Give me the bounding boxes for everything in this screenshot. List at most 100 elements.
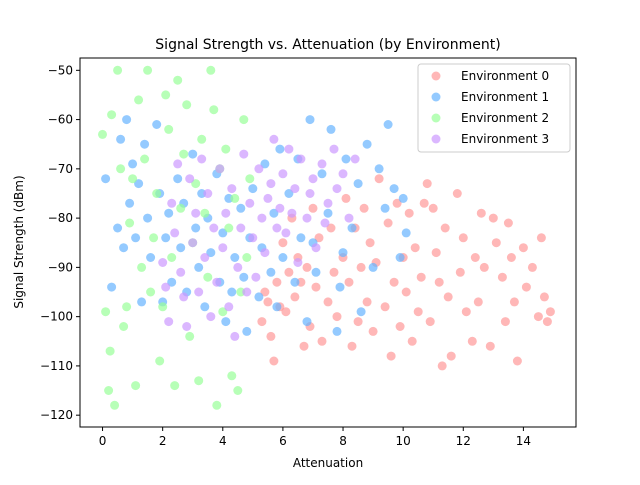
data-point-env-0 [434, 277, 444, 287]
data-point-env-3 [305, 189, 315, 198]
data-point-env-1 [362, 139, 372, 149]
data-point-env-3 [269, 134, 279, 144]
data-point-env-1 [236, 203, 246, 213]
data-point-env-2 [131, 381, 141, 391]
data-point-env-0 [518, 243, 528, 253]
data-point-env-0 [308, 203, 318, 213]
data-point-env-0 [503, 218, 513, 228]
data-point-env-1 [260, 159, 270, 169]
data-point-env-2 [161, 90, 171, 100]
data-point-env-3 [302, 213, 312, 223]
data-point-env-0 [506, 253, 516, 262]
data-point-env-0 [410, 243, 420, 253]
data-point-env-2 [182, 100, 192, 110]
data-point-env-0 [545, 307, 555, 317]
data-point-env-0 [311, 282, 321, 292]
data-point-env-2 [125, 218, 135, 228]
data-point-env-1 [332, 326, 342, 336]
data-point-env-0 [527, 262, 537, 272]
data-point-env-2 [218, 307, 228, 317]
data-point-env-1 [161, 233, 171, 243]
data-point-env-3 [254, 164, 264, 174]
data-point-env-1 [248, 184, 258, 194]
x-axis-label: Attenuation [293, 456, 363, 470]
data-point-env-1 [131, 233, 141, 243]
data-point-env-1 [194, 262, 204, 272]
data-point-env-2 [116, 164, 126, 174]
data-point-env-0 [290, 292, 300, 302]
data-point-env-0 [302, 262, 312, 272]
data-point-env-0 [437, 361, 447, 371]
data-point-env-0 [374, 174, 384, 184]
data-point-env-0 [347, 341, 357, 351]
data-point-env-1 [122, 115, 132, 125]
data-point-env-1 [200, 302, 210, 312]
data-point-env-3 [233, 262, 243, 272]
data-point-env-1 [116, 134, 126, 144]
data-point-env-1 [221, 317, 231, 327]
data-point-env-2 [167, 253, 177, 262]
data-point-env-2 [200, 208, 210, 218]
legend-box [417, 63, 571, 153]
data-point-env-2 [155, 356, 165, 366]
data-point-env-2 [242, 253, 252, 262]
data-point-env-3 [224, 302, 234, 312]
data-point-env-0 [263, 297, 273, 307]
data-point-env-0 [299, 341, 309, 351]
data-point-env-3 [260, 248, 270, 258]
data-point-env-0 [443, 292, 453, 302]
data-point-env-0 [386, 351, 396, 361]
data-point-env-0 [458, 233, 468, 243]
data-point-env-0 [461, 307, 471, 317]
data-point-env-1 [134, 179, 144, 189]
data-point-env-2 [230, 193, 240, 203]
data-point-env-1 [242, 326, 252, 336]
data-point-env-0 [356, 262, 366, 272]
data-point-env-0 [323, 297, 333, 307]
data-point-env-1 [356, 307, 366, 317]
data-point-env-2 [113, 65, 123, 75]
data-point-env-3 [206, 312, 216, 322]
data-point-env-3 [329, 144, 339, 154]
data-point-env-3 [350, 154, 360, 164]
data-point-env-3 [323, 198, 333, 208]
data-point-env-0 [521, 282, 531, 292]
data-point-env-0 [416, 272, 426, 282]
data-point-env-3 [296, 154, 306, 164]
data-point-env-2 [194, 376, 204, 386]
data-point-env-2 [104, 386, 114, 395]
plot-frame [79, 57, 577, 428]
data-point-env-3 [185, 174, 195, 184]
data-point-env-1 [101, 174, 111, 184]
data-point-env-1 [389, 184, 399, 194]
data-point-env-0 [539, 292, 549, 302]
data-point-env-3 [281, 228, 291, 238]
data-point-env-0 [353, 317, 363, 327]
data-point-env-2 [206, 65, 216, 75]
data-point-env-3 [170, 228, 180, 238]
data-point-env-1 [317, 169, 327, 179]
data-point-env-1 [188, 149, 198, 159]
x-tick-label: 6 [279, 434, 287, 448]
y-tick-label: −70 [48, 162, 73, 176]
data-point-env-3 [209, 223, 219, 233]
data-point-env-1 [140, 139, 150, 149]
data-point-env-2 [140, 154, 150, 164]
data-point-env-2 [179, 149, 189, 159]
data-point-env-0 [500, 317, 510, 327]
data-point-env-1 [227, 287, 237, 297]
data-point-env-3 [275, 203, 285, 213]
data-point-env-1 [353, 179, 363, 189]
data-point-env-2 [149, 233, 159, 243]
data-point-env-3 [245, 198, 255, 208]
data-point-env-3 [344, 213, 354, 223]
data-point-env-1 [173, 174, 183, 184]
legend-label: Environment 3 [461, 132, 549, 146]
data-point-env-0 [272, 277, 282, 287]
data-point-env-3 [212, 277, 222, 287]
data-point-env-2 [128, 174, 138, 184]
data-point-env-1 [254, 292, 264, 302]
data-point-env-1 [128, 159, 138, 169]
data-point-env-3 [284, 144, 294, 154]
x-axis-ticks: 0 2 4 6 8 10 12 14 [99, 427, 531, 448]
